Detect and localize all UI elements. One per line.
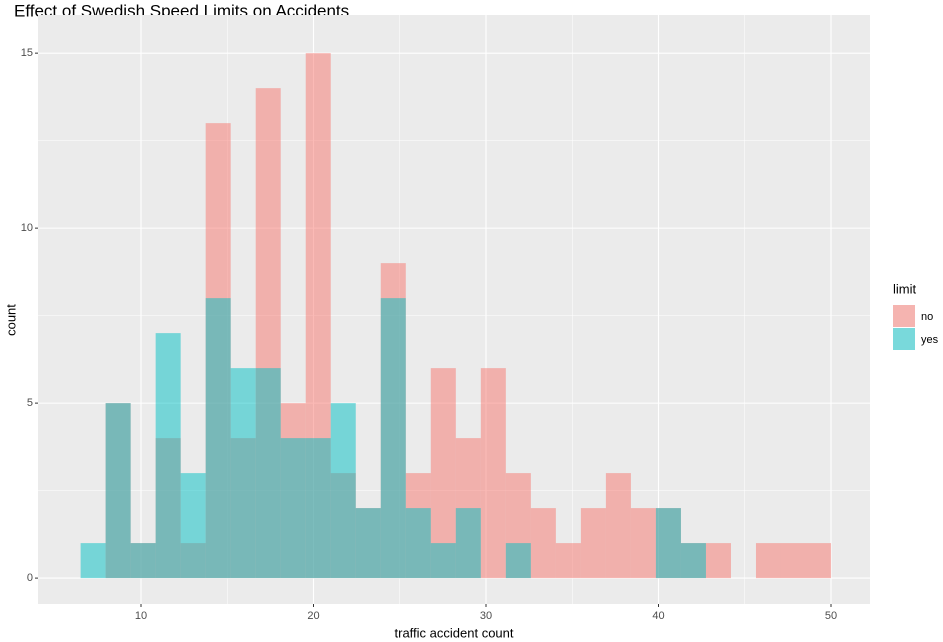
x-tick-label: 50: [825, 610, 837, 622]
bar: [580, 508, 606, 579]
bar: [430, 543, 456, 579]
x-tick-label: 30: [480, 610, 492, 622]
bar: [255, 368, 281, 579]
bar: [105, 403, 131, 579]
bar: [780, 543, 806, 579]
legend-label: yes: [921, 334, 939, 346]
legend-title: limit: [893, 281, 916, 296]
bar: [330, 403, 356, 579]
bar: [130, 543, 156, 579]
x-tick-label: 10: [135, 610, 147, 622]
bar: [455, 508, 481, 579]
y-tick-label: 0: [27, 572, 33, 584]
bar: [380, 298, 406, 579]
bar: [655, 508, 681, 579]
legend-swatch: [893, 328, 915, 350]
x-axis-title: traffic accident count: [395, 625, 514, 640]
bar: [405, 508, 431, 579]
bar: [505, 543, 531, 579]
bar: [605, 473, 631, 579]
bar: [180, 473, 206, 579]
bar: [480, 368, 506, 579]
bar: [80, 543, 106, 579]
bar: [205, 298, 231, 579]
y-tick-label: 5: [27, 397, 33, 409]
bar: [630, 508, 656, 579]
bar: [806, 543, 832, 579]
bar: [305, 438, 331, 579]
y-axis-title: count: [3, 304, 18, 336]
bar: [280, 438, 306, 579]
bar: [530, 508, 556, 579]
bar: [230, 368, 256, 579]
bar: [355, 508, 381, 579]
x-tick-label: 40: [652, 610, 664, 622]
bar: [555, 543, 581, 579]
y-tick-label: 15: [21, 47, 33, 59]
bar: [155, 333, 181, 579]
legend-label: no: [921, 311, 933, 323]
bar: [680, 543, 706, 579]
x-tick-label: 20: [307, 610, 319, 622]
bar: [705, 543, 731, 579]
y-tick-label: 10: [21, 222, 33, 234]
bar: [755, 543, 781, 579]
legend-swatch: [893, 305, 915, 327]
